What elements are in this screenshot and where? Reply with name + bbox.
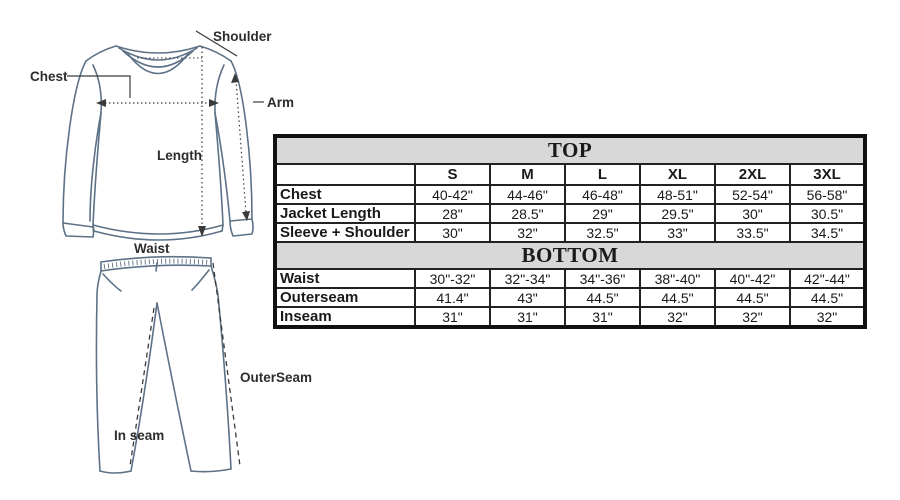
cell-value: 52-54" <box>714 184 791 205</box>
bottom-section-row: BOTTOM <box>273 241 867 270</box>
cell-value: 30.5" <box>788 203 867 224</box>
inseam-label: In seam <box>114 428 164 443</box>
bottom-section-title: BOTTOM <box>273 241 867 270</box>
table-row-sleeve-shoulder: Sleeve + Shoulder 30" 32" 32.5" 33" 33.5… <box>274 222 867 243</box>
cell-value: 30" <box>414 222 491 243</box>
shoulder-measure <box>195 30 238 57</box>
garment-measurement-diagram: Shoulder Chest Arm Length Waist OuterSea… <box>30 29 312 474</box>
cell-value: 32"-34" <box>489 268 566 289</box>
row-label-inseam: Inseam <box>274 306 416 328</box>
cell-value: 44.5" <box>564 287 641 308</box>
outerseam-label: OuterSeam <box>240 370 312 385</box>
table-row-outerseam: Outerseam 41.4" 43" 44.5" 44.5" 44.5" 44… <box>274 287 867 308</box>
cell-value: 44-46" <box>489 184 566 205</box>
table-row-inseam: Inseam 31" 31" 31" 32" 32" 32" <box>274 306 867 328</box>
size-col-header-3xl: 3XL <box>788 163 867 186</box>
shoulder-label: Shoulder <box>213 29 272 44</box>
length-label: Length <box>157 148 202 163</box>
cell-value: 29.5" <box>639 203 716 224</box>
row-label-jacket-length: Jacket Length <box>274 203 416 224</box>
cell-value: 33.5" <box>714 222 791 243</box>
top-section-row: TOP <box>273 135 867 165</box>
cell-value: 56-58" <box>788 184 867 205</box>
cell-value: 30" <box>714 203 791 224</box>
arm-label: Arm <box>267 95 294 110</box>
table-row-waist: Waist 30"-32" 32"-34" 34"-36" 38"-40" 40… <box>274 268 867 289</box>
cell-value: 41.4" <box>414 287 491 308</box>
cell-value: 32" <box>639 306 716 328</box>
cell-value: 46-48" <box>564 184 641 205</box>
cell-value: 28.5" <box>489 203 566 224</box>
cell-value: 29" <box>564 203 641 224</box>
cell-value: 31" <box>564 306 641 328</box>
cell-value: 38"-40" <box>639 268 716 289</box>
cell-value: 32.5" <box>564 222 641 243</box>
cell-value: 34"-36" <box>564 268 641 289</box>
size-chart-table: TOP S M L XL 2XL 3XL Chest 40-42" 44-46"… <box>273 134 868 329</box>
cell-value: 40"-42" <box>714 268 791 289</box>
cell-value: 30"-32" <box>414 268 491 289</box>
cell-value: 44.5" <box>788 287 867 308</box>
shirt-drawing <box>62 45 254 241</box>
table-row-chest: Chest 40-42" 44-46" 46-48" 48-51" 52-54"… <box>274 184 867 205</box>
row-label-outerseam: Outerseam <box>274 287 416 308</box>
cell-value: 31" <box>414 306 491 328</box>
cell-value: 33" <box>639 222 716 243</box>
cell-value: 32" <box>788 306 867 328</box>
outerseam-measure <box>212 262 241 467</box>
cell-value: 44.5" <box>639 287 716 308</box>
cell-value: 28" <box>414 203 491 224</box>
cell-value: 40-42" <box>414 184 491 205</box>
row-label-sleeve-shoulder: Sleeve + Shoulder <box>274 222 416 243</box>
table-row-jacket-length: Jacket Length 28" 28.5" 29" 29.5" 30" 30… <box>274 203 867 224</box>
cell-value: 44.5" <box>714 287 791 308</box>
cell-value: 32" <box>489 222 566 243</box>
pants-drawing <box>95 255 232 474</box>
size-col-header-m: M <box>489 163 566 186</box>
length-measure <box>137 47 206 237</box>
size-header-blank-cell <box>274 163 416 186</box>
chest-label: Chest <box>30 69 68 84</box>
size-col-header-xl: XL <box>639 163 716 186</box>
cell-value: 42"-44" <box>788 268 867 289</box>
row-label-chest: Chest <box>274 184 416 205</box>
row-label-waist: Waist <box>274 268 416 289</box>
size-col-header-2xl: 2XL <box>714 163 791 186</box>
size-col-header-s: S <box>414 163 491 186</box>
waist-label: Waist <box>134 241 170 256</box>
cell-value: 32" <box>714 306 791 328</box>
cell-value: 31" <box>489 306 566 328</box>
top-section-title: TOP <box>273 135 867 165</box>
chest-measure <box>67 75 219 107</box>
cell-value: 48-51" <box>639 184 716 205</box>
size-col-header-l: L <box>564 163 641 186</box>
cell-value: 43" <box>489 287 566 308</box>
arm-measure <box>231 73 264 221</box>
cell-value: 34.5" <box>788 222 867 243</box>
size-header-row: S M L XL 2XL 3XL <box>274 163 867 186</box>
